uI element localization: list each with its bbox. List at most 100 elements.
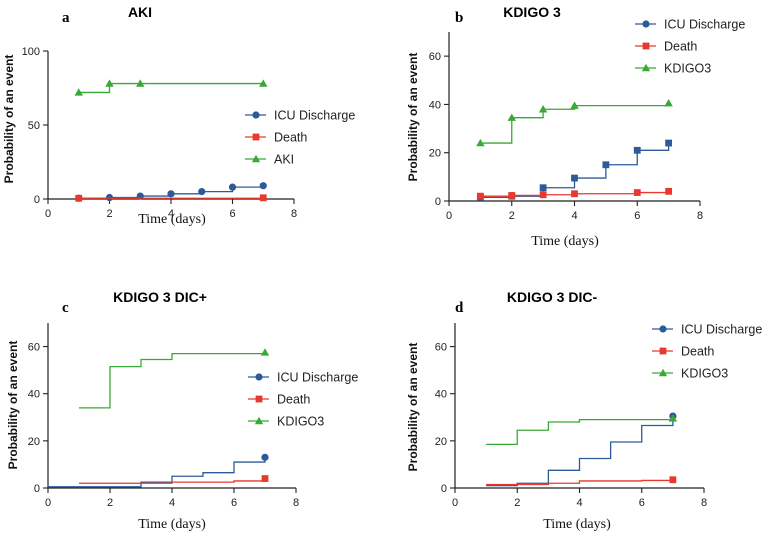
axes: 0 2 4 6 8 0 20 40 60 xyxy=(429,32,703,222)
legend-label: KDIGO3 xyxy=(277,415,324,429)
legend-label: ICU Discharge xyxy=(681,323,762,337)
plot-area xyxy=(74,79,268,202)
legend: ICU Discharge Death KDIGO3 xyxy=(248,371,358,429)
data-point-icu xyxy=(602,161,610,169)
y-tick-label: 20 xyxy=(435,436,447,448)
chart-title: AKI xyxy=(128,4,152,20)
x-tick-label: 4 xyxy=(169,497,175,509)
x-tick-label: 4 xyxy=(168,208,174,220)
x-tick-label: 6 xyxy=(231,497,237,509)
data-point-kdigo xyxy=(507,113,516,121)
legend-label: ICU Discharge xyxy=(274,109,355,123)
legend-marker xyxy=(642,42,650,50)
legend: ICU Discharge Death AKI xyxy=(245,109,355,167)
legend-label: KDIGO3 xyxy=(681,367,728,381)
legend-item: Death xyxy=(652,345,714,359)
data-point-icu xyxy=(198,188,206,196)
legend-marker xyxy=(252,111,260,119)
panel-a: a AKI Probability of an event Time (days… xyxy=(2,4,355,227)
legend-marker xyxy=(658,368,668,377)
legend-label: AKI xyxy=(274,153,294,167)
axes: 0 2 4 6 8 0 20 40 60 xyxy=(435,323,707,509)
data-point-kdigo xyxy=(538,105,548,113)
panel-label: c xyxy=(62,300,69,316)
x-tick-label: 0 xyxy=(45,497,51,509)
data-point-icu xyxy=(665,139,673,147)
x-axis-label: Time (days) xyxy=(531,234,599,249)
legend-item: KDIGO3 xyxy=(248,415,324,429)
y-tick-label: 20 xyxy=(28,436,40,448)
legend-label: Death xyxy=(681,345,714,359)
x-tick-label: 0 xyxy=(446,210,452,222)
y-tick-label: 100 xyxy=(22,46,40,58)
panel-d: d KDIGO 3 DIC- Probability of an event T… xyxy=(406,289,762,532)
chart-title: KDIGO 3 DIC+ xyxy=(113,289,207,305)
legend-item: Death xyxy=(248,393,310,407)
plot-area xyxy=(476,99,673,201)
data-point-icu xyxy=(259,182,267,190)
x-axis-label: Time (days) xyxy=(138,212,206,227)
legend-item: KDIGO3 xyxy=(635,62,711,76)
data-point-death xyxy=(539,191,547,199)
y-tick-label: 0 xyxy=(441,483,447,495)
legend-marker xyxy=(255,395,263,403)
data-point-death xyxy=(669,476,677,484)
x-tick-label: 2 xyxy=(107,497,113,509)
x-tick-label: 0 xyxy=(452,497,458,509)
data-point-death xyxy=(665,187,673,195)
y-tick-label: 60 xyxy=(28,342,40,354)
x-axis-label: Time (days) xyxy=(138,517,206,532)
data-point-icu xyxy=(228,183,237,191)
panel-b: b KDIGO 3 Probability of an event Time (… xyxy=(406,4,745,249)
data-point-icu xyxy=(539,184,547,192)
legend-item: Death xyxy=(245,131,307,145)
y-tick-label: 0 xyxy=(34,483,40,495)
x-tick-label: 8 xyxy=(293,497,299,509)
y-axis-label: Probability of an event xyxy=(2,55,16,184)
legend-marker xyxy=(254,416,264,425)
y-tick-label: 50 xyxy=(28,120,40,132)
legend-item: ICU Discharge xyxy=(652,323,762,337)
legend: ICU Discharge Death KDIGO3 xyxy=(652,323,762,381)
legend-marker xyxy=(659,325,667,333)
legend: ICU Discharge Death KDIGO3 xyxy=(635,18,745,76)
x-tick-label: 8 xyxy=(701,497,707,509)
x-axis-label: Time (days) xyxy=(543,517,611,532)
x-tick-label: 8 xyxy=(291,208,297,220)
plot-area xyxy=(486,412,678,487)
legend-item: Death xyxy=(635,40,697,54)
data-point-death xyxy=(571,190,578,198)
panel-c: c KDIGO 3 DIC+ Probability of an event T… xyxy=(6,289,358,532)
series-line-icu xyxy=(486,416,674,487)
y-tick-label: 40 xyxy=(429,99,441,111)
chart-title: KDIGO 3 DIC- xyxy=(507,289,598,305)
y-axis-label: Probability of an event xyxy=(406,343,420,472)
x-tick-label: 6 xyxy=(634,210,640,222)
x-tick-label: 6 xyxy=(229,208,235,220)
data-point-kdigo xyxy=(259,79,268,87)
legend-item: ICU Discharge xyxy=(248,371,358,385)
data-point-kdigo xyxy=(476,138,485,147)
x-tick-label: 2 xyxy=(514,497,520,509)
data-point-kdigo xyxy=(105,79,114,87)
data-point-kdigo xyxy=(668,414,678,422)
data-point-death xyxy=(508,192,516,199)
series-line-kdigo xyxy=(486,418,674,446)
panel-label: d xyxy=(455,300,464,316)
x-tick-label: 2 xyxy=(509,210,515,222)
y-tick-label: 60 xyxy=(429,51,441,63)
y-tick-label: 20 xyxy=(429,148,441,160)
y-tick-label: 60 xyxy=(435,342,447,354)
data-point-icu xyxy=(261,453,269,461)
x-tick-label: 0 xyxy=(45,208,51,220)
data-point-death xyxy=(75,194,83,202)
legend-marker xyxy=(659,347,667,355)
series-line-kdigo xyxy=(480,103,670,144)
legend-item: AKI xyxy=(245,153,294,167)
y-axis-label: Probability of an event xyxy=(406,53,420,182)
legend-label: ICU Discharge xyxy=(664,18,745,32)
legend-item: ICU Discharge xyxy=(245,109,355,123)
legend-label: Death xyxy=(277,393,310,407)
data-point-death xyxy=(259,194,267,202)
legend-label: Death xyxy=(274,131,307,145)
